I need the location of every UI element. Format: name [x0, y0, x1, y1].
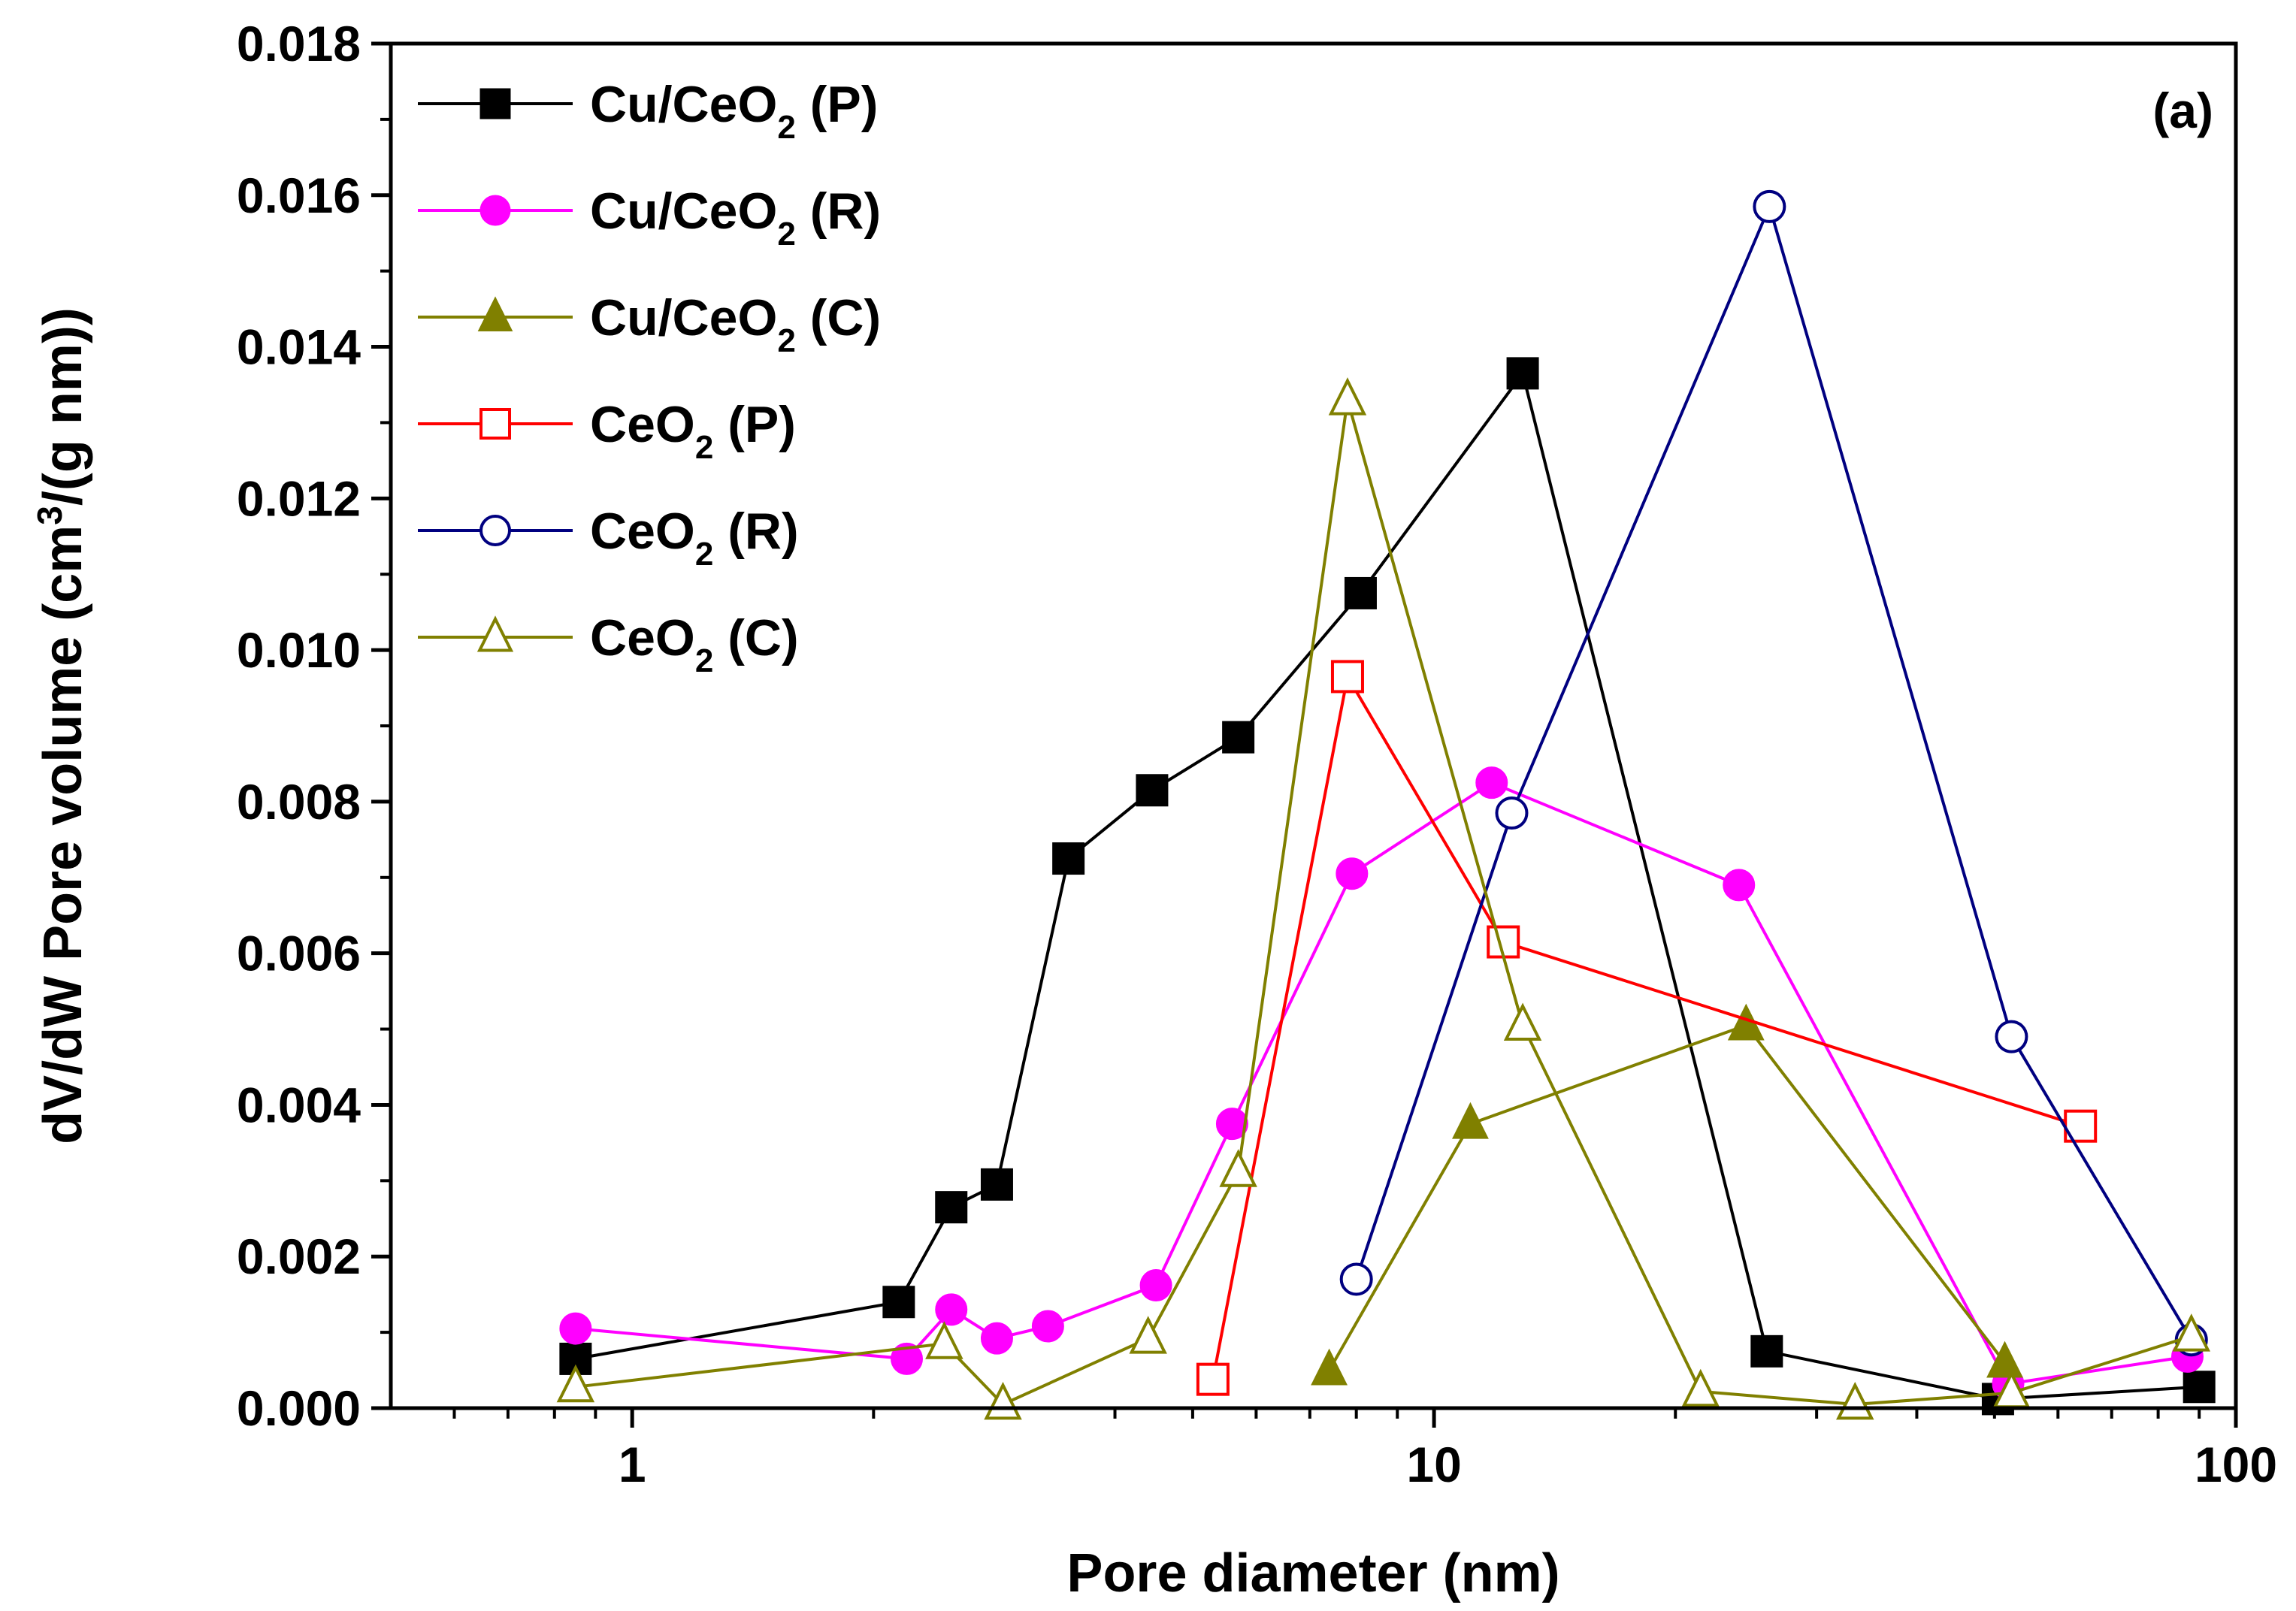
legend-label: Cu/CeO2 (R)	[590, 183, 881, 252]
data-point	[2172, 1313, 2211, 1352]
legend-item: CeO2 (C)	[418, 609, 799, 679]
data-point	[1336, 857, 1369, 890]
data-point	[1330, 660, 1364, 694]
legend-marker	[476, 615, 514, 652]
series-0	[559, 357, 2216, 1416]
legend-item: Cu/CeO2 (P)	[418, 76, 878, 146]
data-point	[935, 1191, 968, 1224]
legend-marker	[479, 408, 511, 440]
y-tick-label: 0.012	[237, 470, 361, 526]
data-point	[1344, 576, 1377, 609]
x-axis-title: Pore diameter (nm)	[1066, 1543, 1559, 1603]
data-point	[1723, 869, 1756, 902]
y-tick-label: 0.000	[237, 1380, 361, 1436]
data-point	[556, 1364, 595, 1403]
legend-item: CeO2 (R)	[418, 503, 799, 573]
legend-label: CeO2 (R)	[590, 503, 799, 573]
y-tick-label: 0.010	[237, 622, 361, 678]
data-point	[1215, 1108, 1248, 1141]
series-3	[1196, 660, 2098, 1396]
data-point	[1750, 1334, 1783, 1368]
data-point	[1196, 1362, 1230, 1396]
data-series	[556, 189, 2216, 1420]
data-point	[559, 1312, 592, 1345]
tick-labels: 0.000 0.002 0.004 0.006 0.008 0.010 0.012 0.014…	[237, 16, 2277, 1492]
data-point	[1219, 1149, 1257, 1187]
data-point	[1681, 1368, 1720, 1407]
y-axis-title: dV/dW Pore volume (cm3/(g nm))	[30, 307, 93, 1144]
series-2	[1311, 1003, 2023, 1386]
y-tick-label: 0.004	[237, 1077, 361, 1132]
legend-marker	[479, 195, 511, 226]
legend-label: CeO2 (C)	[590, 609, 799, 679]
data-point	[935, 1293, 968, 1326]
data-point	[1506, 357, 1539, 390]
y-axis-title-suffix: /(g nm))	[33, 307, 93, 506]
data-point	[1475, 766, 1508, 799]
data-point	[1222, 721, 1255, 754]
data-point	[1995, 1020, 2028, 1053]
data-point	[1052, 842, 1085, 875]
series-line	[1211, 672, 2081, 1380]
legend-item: CeO2 (P)	[418, 396, 796, 466]
legend-label: Cu/CeO2 (P)	[590, 76, 878, 146]
data-point	[980, 1322, 1013, 1355]
data-point	[882, 1286, 915, 1319]
legend-label: Cu/CeO2 (C)	[590, 289, 881, 359]
x-tick-label: 1	[619, 1437, 646, 1492]
legend-item: Cu/CeO2 (R)	[418, 183, 881, 252]
y-axis-title-superscript: 3	[30, 506, 69, 525]
legend-marker	[479, 88, 511, 119]
data-point	[1753, 189, 1786, 223]
data-point	[1311, 1348, 1348, 1386]
data-point	[1328, 377, 1367, 416]
legend: Cu/CeO2 (P) Cu/CeO2 (R) Cu/CeO2 (C) CeO2 (P…	[418, 76, 881, 679]
series-line	[1327, 1023, 2007, 1371]
data-point	[2064, 1109, 2098, 1143]
y-tick-label: 0.016	[237, 168, 361, 223]
y-tick-label: 0.006	[237, 926, 361, 981]
y-tick-label: 0.018	[237, 16, 361, 71]
data-point	[891, 1342, 924, 1375]
y-tick-label: 0.014	[237, 319, 361, 375]
data-point	[1339, 1262, 1373, 1296]
x-tick-label: 100	[2195, 1437, 2277, 1492]
data-point	[1136, 774, 1169, 807]
panel-label: (a)	[2152, 83, 2213, 138]
legend-label: CeO2 (P)	[590, 396, 796, 466]
data-point	[1503, 1002, 1542, 1041]
legend-item: Cu/CeO2 (C)	[418, 289, 881, 359]
x-tick-label: 10	[1406, 1437, 1461, 1492]
data-point	[1986, 1340, 2023, 1378]
axis-ticks	[371, 41, 2238, 1428]
legend-marker	[477, 296, 513, 332]
legend-marker	[479, 515, 511, 546]
data-point	[1487, 925, 1520, 959]
y-axis-title-prefix: dV/dW Pore volume (cm	[33, 525, 93, 1144]
data-point	[1129, 1316, 1167, 1354]
plot-frame	[389, 41, 2238, 1410]
data-point	[2183, 1371, 2216, 1404]
y-tick-label: 0.008	[237, 774, 361, 830]
data-point	[1452, 1102, 1489, 1139]
data-point	[1139, 1269, 1172, 1302]
y-tick-label: 0.002	[237, 1229, 361, 1284]
data-point	[1031, 1310, 1064, 1343]
data-point	[980, 1168, 1013, 1201]
data-point	[1495, 796, 1529, 830]
data-point	[925, 1321, 963, 1359]
